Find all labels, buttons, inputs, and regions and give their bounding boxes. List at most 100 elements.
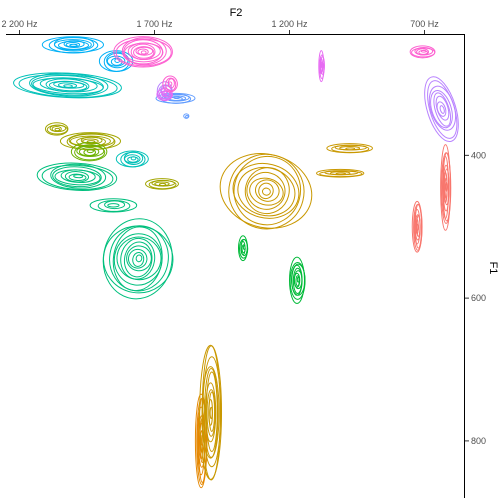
- contour-line: [103, 51, 130, 72]
- contour-line: [73, 174, 84, 179]
- contour-line: [29, 72, 109, 97]
- contour-line: [228, 153, 305, 230]
- contour-line: [140, 50, 147, 55]
- y-tick-label: 800: [471, 436, 486, 446]
- contour-line: [57, 40, 90, 50]
- contour-line: [126, 245, 152, 272]
- contour-line: [53, 39, 92, 51]
- contour-line: [254, 179, 280, 202]
- contour-line: [433, 92, 452, 127]
- contour-line: [135, 46, 154, 56]
- contour-line: [209, 406, 213, 420]
- contour-series: [113, 36, 436, 93]
- contour-line: [51, 126, 62, 132]
- contour-line: [165, 77, 177, 92]
- contour-line: [121, 37, 167, 66]
- contour-line: [132, 251, 145, 267]
- x-tick-label: 2 200 Hz: [1, 19, 38, 29]
- contour-line: [436, 101, 447, 117]
- contour-line: [89, 198, 138, 213]
- contour-line: [258, 182, 274, 200]
- contour-line: [130, 43, 156, 61]
- contour-line: [335, 172, 347, 176]
- contour-series: [36, 162, 174, 300]
- contour-line: [86, 149, 94, 154]
- contour-line: [74, 144, 106, 161]
- contour-line: [70, 142, 108, 162]
- contour-series: [156, 50, 325, 102]
- y-tick-label: 600: [471, 293, 486, 303]
- contour-line: [162, 75, 178, 93]
- contour-line: [123, 241, 153, 278]
- contour-line: [320, 61, 324, 73]
- contour-series: [70, 142, 108, 162]
- contour-line: [50, 163, 107, 189]
- contour-series: [13, 72, 149, 168]
- contour-line: [320, 56, 325, 75]
- contour-line: [261, 187, 271, 196]
- contour-line: [416, 48, 430, 56]
- contour-line: [204, 367, 219, 458]
- contour-line: [44, 122, 69, 136]
- contour-line: [316, 168, 365, 178]
- y-axis-title: F1: [487, 262, 499, 275]
- contour-line: [202, 356, 222, 468]
- contour-line: [249, 177, 284, 206]
- contour-line: [69, 43, 78, 47]
- contour-line: [244, 167, 290, 215]
- contour-line: [167, 81, 173, 87]
- contour-series: [155, 92, 196, 119]
- contour-line: [52, 166, 102, 188]
- x-axis-ticks: 2 200 Hz 1 700 Hz 1 200 Hz 700 Hz: [1, 19, 439, 34]
- contour-line: [18, 74, 118, 98]
- contour-line: [120, 237, 156, 280]
- contour-line: [242, 245, 246, 250]
- contour-line: [246, 171, 286, 210]
- contour-line: [57, 82, 78, 89]
- contour-line: [127, 248, 148, 269]
- contour-layer: [13, 36, 459, 489]
- contour-line: [115, 38, 172, 67]
- contour-series: [156, 76, 459, 142]
- contour-line: [321, 62, 324, 69]
- contour-line: [68, 133, 115, 148]
- contour-line: [183, 113, 190, 119]
- contour-line: [293, 272, 301, 288]
- contour-line: [439, 105, 445, 114]
- contour-line: [130, 156, 137, 161]
- contour-line: [428, 85, 457, 131]
- contour-line: [173, 96, 181, 100]
- contour-line: [54, 127, 61, 132]
- contour-line: [36, 162, 118, 191]
- contour-line: [424, 76, 459, 142]
- contour-series: [238, 235, 306, 304]
- contour-series: [411, 144, 452, 253]
- contour-line: [162, 92, 168, 97]
- contour-line: [420, 49, 427, 53]
- contour-line: [65, 41, 81, 48]
- x-tick-label: 1 200 Hz: [271, 19, 308, 29]
- contour-line: [41, 164, 114, 191]
- y-axis-ticks: 400 600 800: [465, 150, 486, 446]
- contour-line: [345, 147, 356, 151]
- contour-line: [135, 254, 143, 263]
- contour-line: [124, 154, 141, 164]
- y-tick-label: 400: [471, 150, 486, 160]
- contour-line: [63, 84, 73, 88]
- contour-line: [64, 171, 90, 183]
- x-tick-label: 1 700 Hz: [136, 19, 173, 29]
- contour-line: [104, 200, 126, 210]
- contour-line: [185, 115, 189, 119]
- contour-line: [445, 181, 449, 192]
- contour-line: [45, 78, 90, 93]
- contour-line: [158, 182, 167, 187]
- x-axis-title: F2: [230, 7, 243, 19]
- contour-line: [106, 55, 126, 67]
- contour-line: [107, 203, 120, 208]
- contour-line: [133, 46, 155, 59]
- contour-line: [206, 389, 216, 437]
- contour-line: [76, 145, 105, 158]
- contour-line: [145, 178, 179, 190]
- x-tick-label: 700 Hz: [410, 19, 439, 29]
